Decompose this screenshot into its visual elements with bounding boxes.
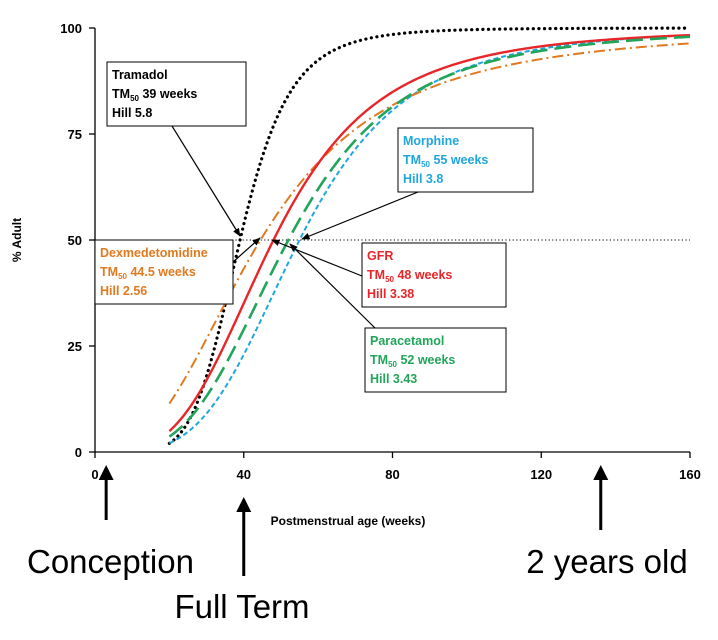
- annotation-morphine: Morphine TM50 55 weeks Hill 3.8: [301, 127, 534, 240]
- milestone-full-term: Full Term: [174, 497, 310, 625]
- annotation-name: Dexmedetomidine: [100, 246, 208, 260]
- annotation-hill: Hill 5.8: [112, 106, 152, 120]
- annotation-name: Morphine: [403, 134, 459, 148]
- annotation-name: Tramadol: [112, 68, 168, 82]
- annotation-arrow: [289, 243, 376, 329]
- annotation-arrow: [232, 237, 261, 263]
- x-tick-label: 0: [91, 467, 98, 482]
- y-tick-label: 50: [68, 233, 82, 248]
- x-tick-label: 160: [679, 467, 701, 482]
- annotation-tm50: TM50 52 weeks: [370, 353, 455, 369]
- y-tick-label: 25: [68, 339, 82, 354]
- annotation-box: [397, 127, 534, 193]
- annotation-boxes: Tramadol TM50 39 weeks Hill 5.8 Morphine TM5…: [94, 61, 534, 393]
- milestone-conception: Conception: [27, 465, 194, 580]
- annotation-name: Paracetamol: [370, 334, 444, 348]
- milestones: Conception Full Term 2 years old: [27, 465, 688, 625]
- annotation-arrow: [301, 191, 419, 240]
- annotation-box: [361, 242, 507, 308]
- annotation-hill: Hill 3.38: [367, 287, 414, 301]
- annotation-hill: Hill 3.8: [403, 172, 443, 186]
- x-tick-label: 40: [237, 467, 251, 482]
- y-axis-label: % Adult: [10, 218, 24, 262]
- axes: 0 25 50 75 100 0 40 80 120 160: [60, 21, 701, 482]
- annotation-dexmedetomidine: Dexmedetomidine TM50 44.5 weeks Hill 2.56: [94, 237, 261, 305]
- annotation-hill: Hill 3.43: [370, 372, 417, 386]
- annotation-name: GFR: [367, 249, 393, 263]
- curve-dexmedetomidine: [168, 42, 691, 405]
- milestone-2-years-old: 2 years old: [526, 465, 688, 580]
- annotation-arrow: [171, 125, 241, 237]
- milestone-label: Full Term: [174, 588, 309, 625]
- annotation-paracetamol: Paracetamol TM50 52 weeks Hill 3.43: [289, 243, 507, 393]
- annotation-arrow: [271, 239, 363, 277]
- curve-paracetamol: [168, 35, 691, 438]
- curve-gfr: [168, 33, 691, 432]
- annotation-hill: Hill 2.56: [100, 284, 147, 298]
- annotation-tm50: TM50 48 weeks: [367, 268, 452, 284]
- annotation-tm50: TM50 55 weeks: [403, 153, 488, 169]
- annotation-box: [106, 61, 247, 127]
- milestone-label: Conception: [27, 543, 194, 580]
- annotation-tm50: TM50 44.5 weeks: [100, 265, 196, 281]
- x-tick-label: 80: [385, 467, 399, 482]
- y-tick-label: 75: [68, 127, 82, 142]
- x-axis-label: Postmenstrual age (weeks): [271, 514, 426, 528]
- y-tick-label: 100: [60, 21, 82, 36]
- milestone-label: 2 years old: [526, 543, 687, 580]
- x-tick-label: 120: [530, 467, 552, 482]
- y-tick-label: 0: [75, 445, 82, 460]
- annotation-box: [364, 327, 507, 393]
- annotation-box: [94, 239, 234, 305]
- annotation-tramadol: Tramadol TM50 39 weeks Hill 5.8: [106, 61, 247, 237]
- annotation-tm50: TM50 39 weeks: [112, 87, 197, 103]
- curves: [167, 26, 692, 445]
- annotation-gfr: GFR TM50 48 weeks Hill 3.38: [271, 239, 507, 308]
